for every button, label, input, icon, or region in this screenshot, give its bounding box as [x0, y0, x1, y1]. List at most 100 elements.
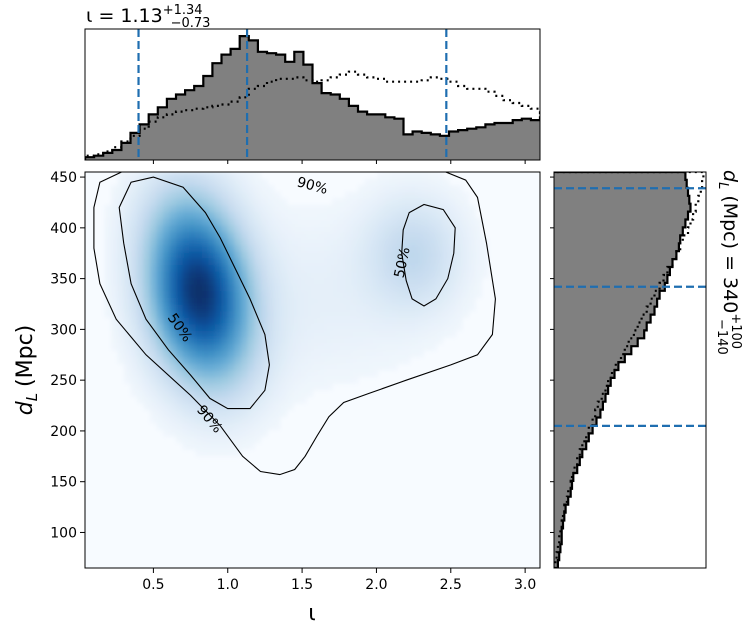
- heatmap-cell: [345, 297, 353, 305]
- heatmap-cell: [338, 304, 346, 312]
- density-heatmap: [104, 172, 489, 457]
- heatmap-cell: [182, 323, 190, 331]
- heatmap-cell: [150, 409, 158, 417]
- heatmap-cell: [208, 317, 216, 325]
- heatmap-cell: [124, 350, 132, 358]
- heatmap-cell: [130, 172, 138, 180]
- heatmap-cell: [137, 218, 145, 226]
- heatmap-cell: [449, 211, 457, 219]
- heatmap-cell: [176, 436, 184, 444]
- heatmap-cell: [195, 337, 203, 345]
- heatmap-cell: [189, 356, 197, 364]
- heatmap-cell: [234, 330, 242, 338]
- heatmap-cell: [325, 211, 333, 219]
- heatmap-cell: [156, 205, 164, 213]
- heatmap-cell: [286, 211, 294, 219]
- heatmap-cell: [221, 290, 229, 298]
- heatmap-cell: [442, 323, 450, 331]
- heatmap-cell: [371, 284, 379, 292]
- heatmap-cell: [377, 323, 385, 331]
- heatmap-cell: [189, 422, 197, 430]
- heatmap-cell: [182, 251, 190, 259]
- heatmap-cell: [299, 383, 307, 391]
- heatmap-cell: [176, 172, 184, 180]
- heatmap-cell: [150, 264, 158, 272]
- heatmap-cell: [351, 264, 359, 272]
- heatmap-cell: [241, 257, 249, 265]
- heatmap-cell: [462, 251, 470, 259]
- heatmap-cell: [338, 205, 346, 213]
- heatmap-cell: [416, 317, 424, 325]
- heatmap-cell: [390, 172, 398, 180]
- heatmap-cell: [306, 284, 314, 292]
- heatmap-cell: [410, 178, 418, 186]
- heatmap-cell: [384, 290, 392, 298]
- heatmap-cell: [416, 178, 424, 186]
- heatmap-cell: [130, 231, 138, 239]
- heatmap-cell: [241, 383, 249, 391]
- heatmap-cell: [345, 350, 353, 358]
- heatmap-cell: [403, 264, 411, 272]
- heatmap-cell: [247, 396, 255, 404]
- heatmap-cell: [475, 264, 483, 272]
- heatmap-cell: [397, 257, 405, 265]
- heatmap-cell: [117, 356, 125, 364]
- top-title: ι = 1.13+1.34 −0.73: [86, 3, 210, 31]
- heatmap-cell: [267, 198, 275, 206]
- heatmap-cell: [436, 231, 444, 239]
- heatmap-cell: [143, 396, 151, 404]
- heatmap-cell: [455, 317, 463, 325]
- heatmap-cell: [208, 224, 216, 232]
- heatmap-cell: [371, 244, 379, 252]
- heatmap-cell: [319, 271, 327, 279]
- heatmap-cell: [286, 251, 294, 259]
- heatmap-cell: [462, 198, 470, 206]
- heatmap-cell: [143, 376, 151, 384]
- heatmap-cell: [345, 211, 353, 219]
- heatmap-cell: [442, 330, 450, 338]
- heatmap-cell: [208, 304, 216, 312]
- heatmap-cell: [130, 224, 138, 232]
- heatmap-cell: [455, 205, 463, 213]
- heatmap-cell: [234, 238, 242, 246]
- heatmap-cell: [358, 356, 366, 364]
- heatmap-cell: [286, 337, 294, 345]
- heatmap-cell: [286, 370, 294, 378]
- heatmap-cell: [215, 310, 223, 318]
- heatmap-cell: [111, 304, 119, 312]
- heatmap-cell: [338, 257, 346, 265]
- heatmap-cell: [169, 370, 177, 378]
- heatmap-cell: [377, 290, 385, 298]
- heatmap-cell: [351, 224, 359, 232]
- heatmap-cell: [410, 244, 418, 252]
- heatmap-cell: [312, 317, 320, 325]
- heatmap-cell: [241, 205, 249, 213]
- heatmap-cell: [124, 198, 132, 206]
- heatmap-cell: [319, 310, 327, 318]
- heatmap-cell: [273, 251, 281, 259]
- heatmap-cell: [143, 251, 151, 259]
- heatmap-cell: [169, 422, 177, 430]
- heatmap-cell: [234, 422, 242, 430]
- heatmap-cell: [299, 284, 307, 292]
- heatmap-cell: [429, 304, 437, 312]
- heatmap-cell: [195, 178, 203, 186]
- heatmap-cell: [150, 317, 158, 325]
- heatmap-cell: [273, 238, 281, 246]
- heatmap-cell: [325, 304, 333, 312]
- heatmap-cell: [228, 317, 236, 325]
- heatmap-cell: [169, 330, 177, 338]
- heatmap-cell: [137, 370, 145, 378]
- heatmap-cell: [156, 317, 164, 325]
- heatmap-cell: [195, 317, 203, 325]
- heatmap-cell: [299, 231, 307, 239]
- heatmap-cell: [436, 317, 444, 325]
- heatmap-cell: [377, 251, 385, 259]
- heatmap-cell: [189, 363, 197, 371]
- heatmap-cell: [221, 205, 229, 213]
- heatmap-cell: [319, 323, 327, 331]
- heatmap-cell: [403, 231, 411, 239]
- heatmap-cell: [377, 238, 385, 246]
- heatmap-cell: [455, 224, 463, 232]
